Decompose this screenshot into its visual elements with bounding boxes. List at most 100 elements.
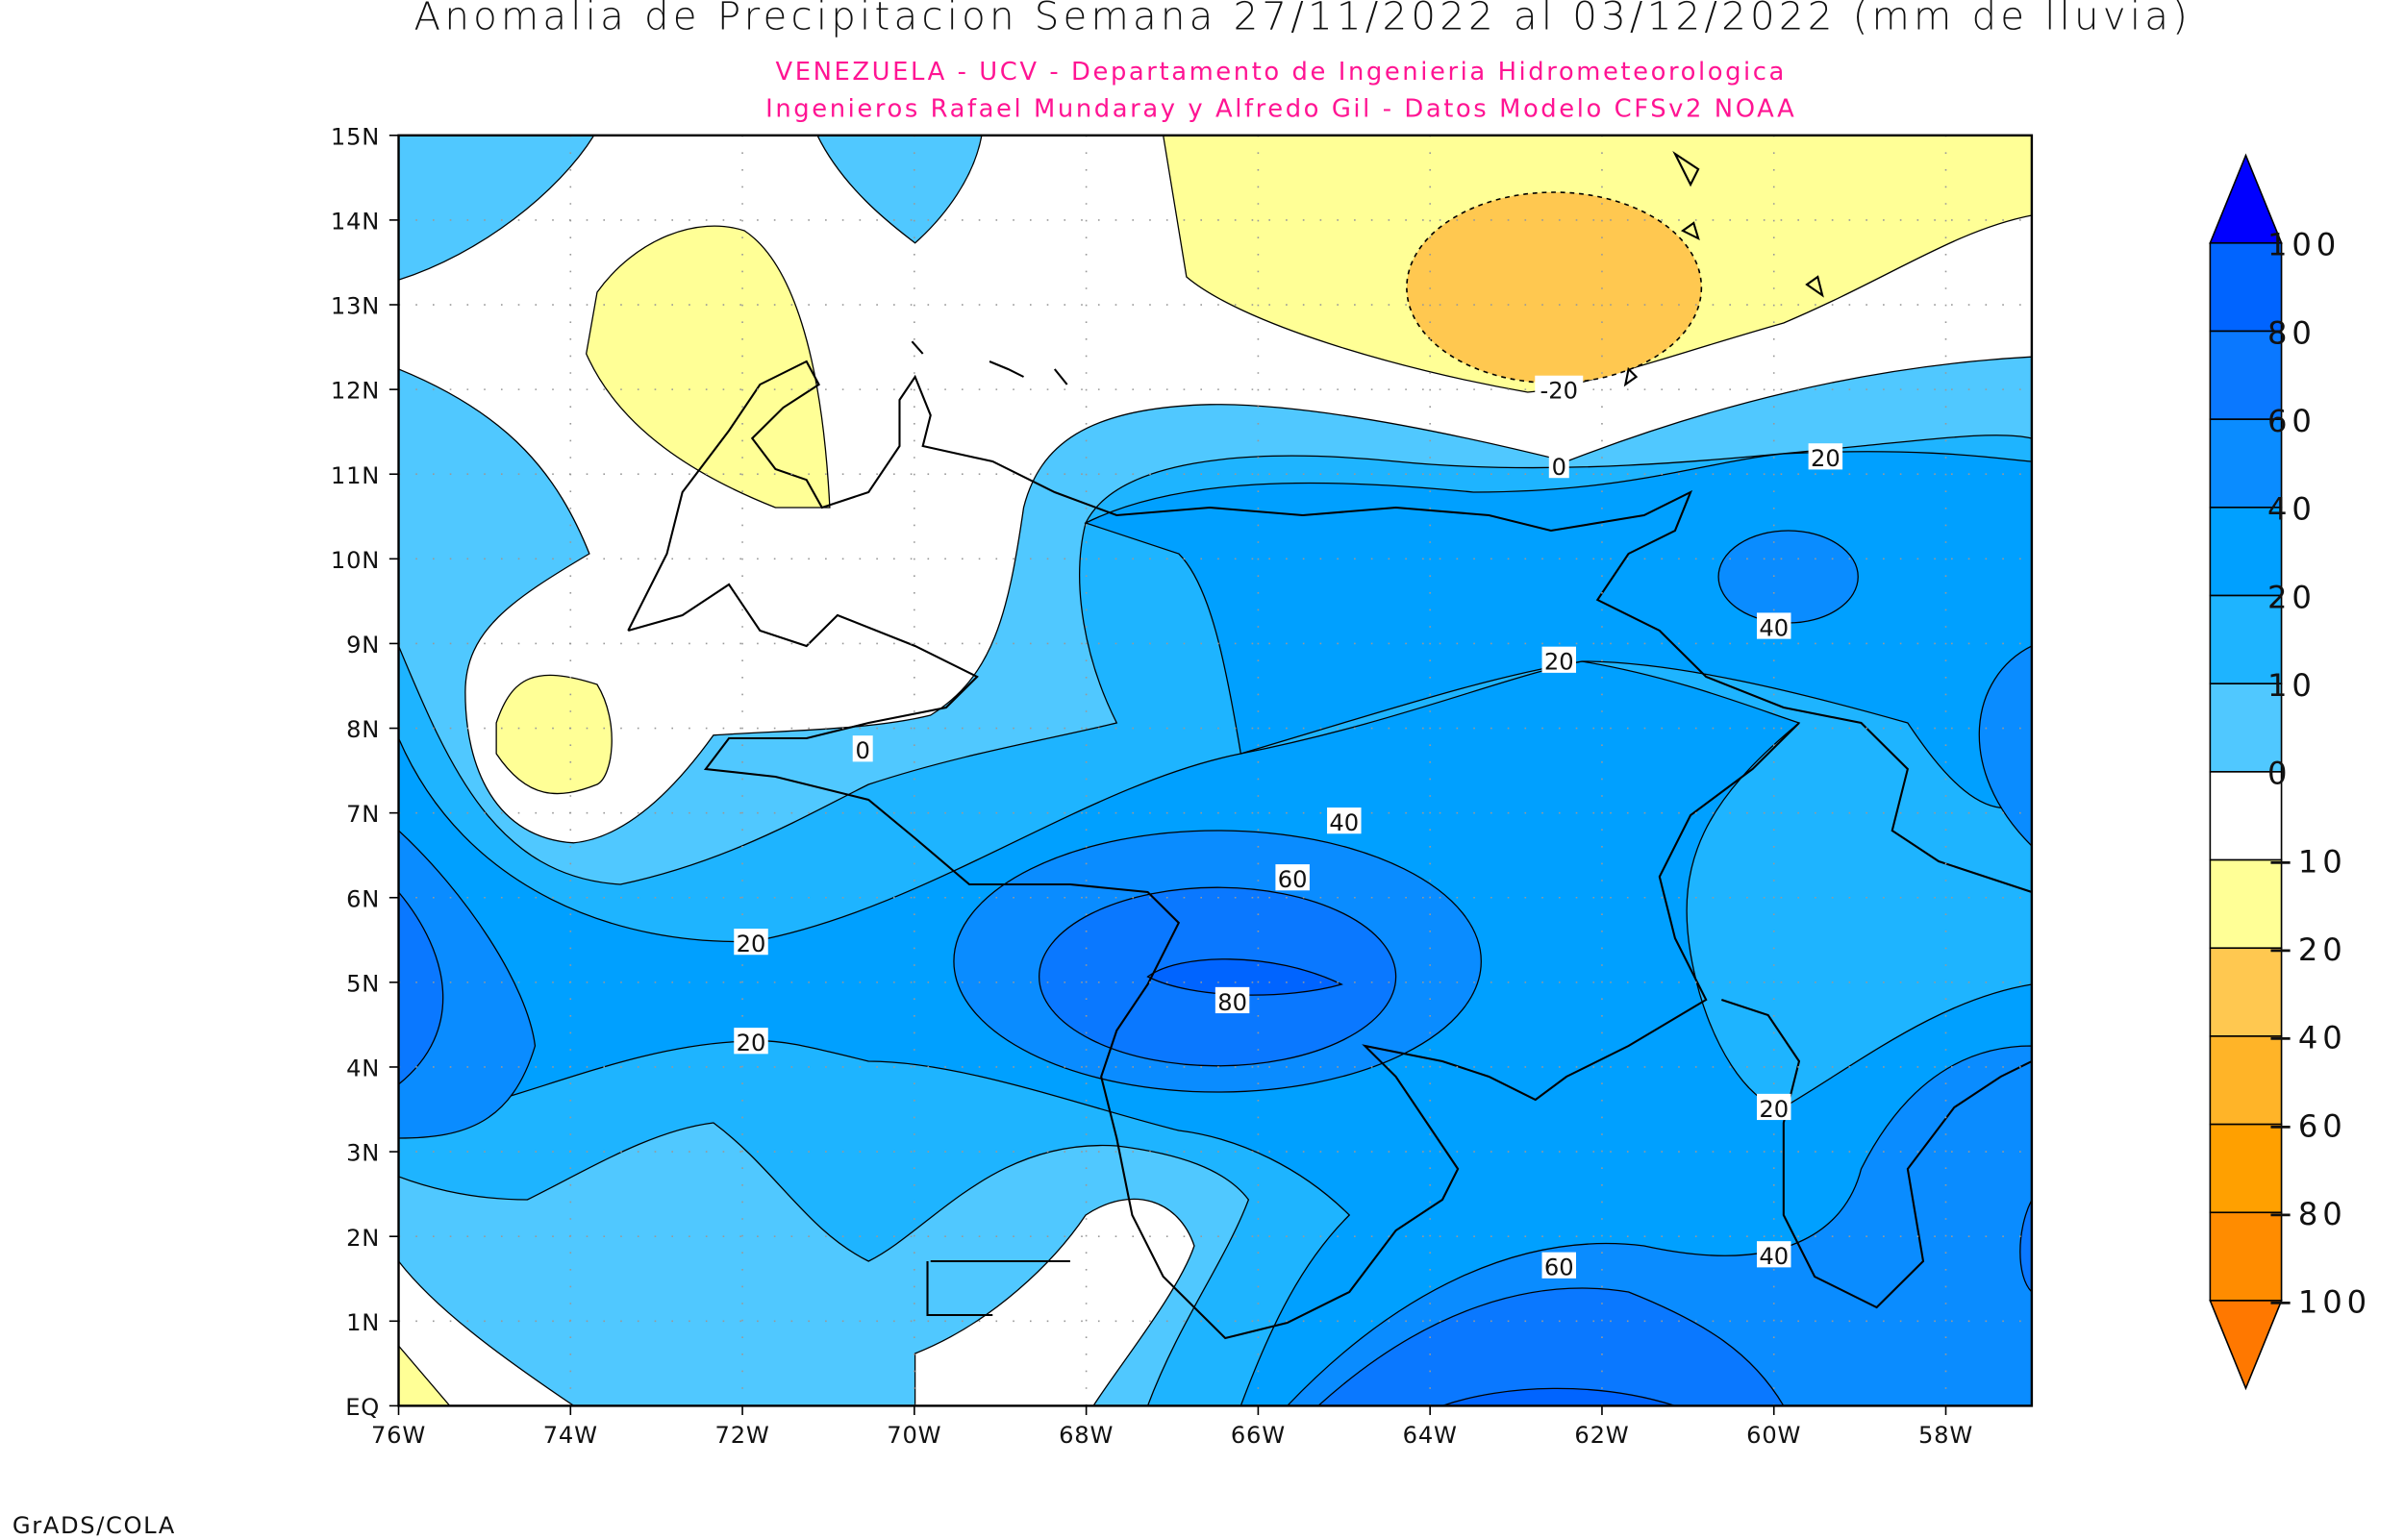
y-tick-label: 5N: [346, 971, 380, 998]
chart-subtitle-1: VENEZUELA - UCV - Departamento de Ingeni…: [775, 57, 1787, 87]
x-tick-label: 74W: [543, 1422, 598, 1449]
contour-label-bg: [1275, 864, 1310, 891]
contour-label: 40: [1759, 1243, 1789, 1270]
contour-label: 20: [737, 931, 766, 957]
coastline-segment: [627, 360, 2032, 893]
fill-80-100-south: [1441, 1387, 1676, 1406]
fill-60-80-east: [2019, 1199, 2032, 1293]
contour-label-bg: [1535, 375, 1584, 402]
coastline-segment: [926, 1259, 1070, 1317]
y-tick-label: 11N: [331, 462, 380, 489]
contour-label: 20: [1759, 1096, 1789, 1123]
y-tick-label: 14N: [331, 209, 380, 236]
fill-40-60-east: [1978, 645, 2032, 847]
contour-label: 80: [1217, 989, 1247, 1016]
colorbar-swatch: [2209, 330, 2283, 420]
contour-label-bg: [1541, 1252, 1577, 1279]
colorbar-swatch: [2209, 771, 2283, 861]
contour-label-bg: [1808, 443, 1843, 470]
contour-label-bg: [734, 1028, 768, 1055]
colorbar-swatch: [2209, 418, 2283, 509]
colorbar-label: 20: [2267, 579, 2316, 615]
colorbar-swatch: [2209, 594, 2283, 685]
colorbar-label: −10: [2267, 843, 2347, 880]
fill-neg10-20-west: [495, 674, 613, 795]
coastline: [627, 150, 2032, 1340]
colorbar-label: 60: [2267, 403, 2316, 439]
y-tick-label: 8N: [346, 716, 380, 743]
contour-label: 20: [1811, 445, 1841, 472]
contour-label-bg: [1215, 986, 1250, 1014]
contour-label-bg: [1548, 452, 1569, 479]
coastline-segment: [911, 340, 1068, 385]
contour-labels: -20 0 20 40 20 0 40 60 20 80 20 20 40 60: [734, 375, 1843, 1281]
contour-label: 20: [1544, 649, 1574, 676]
chart-title: Anomalia de Precipitacion Semana 27/11/2…: [413, 0, 2192, 39]
colorbar-swatch: [2209, 507, 2283, 597]
contour-label-bg: [1756, 1093, 1791, 1121]
colorbar-label: 0: [2267, 756, 2291, 792]
y-tick-label: 3N: [346, 1140, 380, 1167]
fill-neg10-20-nw: [586, 225, 831, 509]
y-tick-label: 1N: [346, 1309, 380, 1336]
fill-40-60-ne: [1717, 530, 1859, 624]
x-tick-label: 76W: [371, 1422, 426, 1449]
y-tick-label: 12N: [331, 378, 380, 405]
colorbar-swatch: [2209, 1035, 2283, 1126]
colorbar-label: 40: [2267, 491, 2316, 528]
coastline-segment: [627, 583, 1800, 1340]
x-tick-label: 60W: [1746, 1422, 1801, 1449]
contour-label: 40: [1329, 809, 1359, 836]
fill-40-60-west: [398, 830, 537, 1139]
contour-label-bg: [1756, 1241, 1791, 1268]
y-tick-label: 2N: [346, 1225, 380, 1252]
y-tick-label: 4N: [346, 1056, 380, 1082]
x-tick-label: 72W: [715, 1422, 770, 1449]
colorbar-swatch: [2209, 683, 2283, 773]
y-tick-label: 15N: [331, 123, 380, 150]
colorbar-label: 80: [2267, 314, 2316, 351]
contour-label: 60: [1278, 866, 1308, 893]
contour-label: 0: [1552, 454, 1566, 481]
contour-label-bg: [734, 929, 768, 956]
y-tick-label: 10N: [331, 547, 380, 574]
y-tick-label: 13N: [331, 293, 380, 320]
colorbar-label: 10: [2267, 667, 2316, 704]
contour-label: 60: [1544, 1254, 1574, 1281]
colorbar-label: −100: [2267, 1284, 2371, 1321]
y-tick-label: 9N: [346, 632, 380, 658]
x-tick-label: 66W: [1231, 1422, 1286, 1449]
colorbar-swatch: [2209, 242, 2283, 333]
fill-neg10-20-sw: [398, 1345, 451, 1406]
y-tick-label: 7N: [346, 801, 380, 828]
x-tick-label: 64W: [1403, 1422, 1458, 1449]
fill-80-100-center: [1146, 958, 1343, 996]
contour-label-bg: [1756, 612, 1791, 639]
colorbar-label: −80: [2267, 1196, 2347, 1232]
fill-60-80-south: [1317, 1287, 1785, 1406]
colorbar-label: −60: [2267, 1108, 2347, 1145]
plot-frame: [397, 134, 2034, 1407]
contour-label: -20: [1540, 378, 1578, 405]
footer-credit: GrADS/COLA: [12, 1511, 176, 1540]
x-tick-label: 70W: [887, 1422, 941, 1449]
coastline-segment: [1720, 999, 2032, 1309]
x-tick-label: 62W: [1574, 1422, 1629, 1449]
y-tick-label: EQ: [345, 1394, 380, 1421]
colorbar-label: −40: [2267, 1020, 2347, 1056]
colorbar-swatch: [2209, 1211, 2283, 1302]
colorbar-swatch: [2209, 858, 2283, 950]
contour-fills: [398, 135, 2032, 1406]
contour-label-bg: [852, 735, 873, 762]
fill-neg0-10-sw: [398, 1259, 575, 1406]
colorbar-label: 100: [2267, 227, 2341, 263]
fill-60-80-west: [398, 890, 444, 1085]
colorbar-swatch: [2209, 1123, 2283, 1214]
contour-label: 0: [856, 737, 870, 764]
axis-ticks: 76W 74W 72W 70W 68W 66W 64W 62W 60W 58W EQ 1N 2N 3N 4N…: [331, 123, 1972, 1449]
contour-label-bg: [1541, 646, 1577, 673]
coastline-segment: [1623, 150, 1824, 387]
